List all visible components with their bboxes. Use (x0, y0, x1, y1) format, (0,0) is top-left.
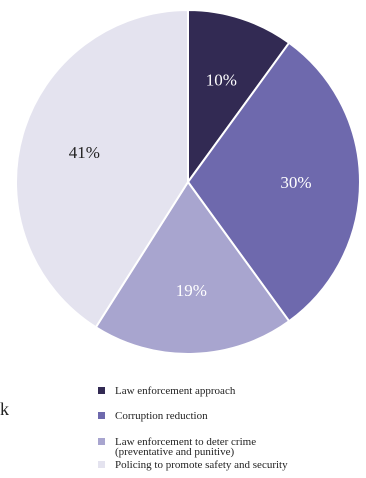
legend-item: Law enforcement to deter crime (preventa… (98, 436, 257, 458)
pie-slice-label: 30% (280, 173, 311, 192)
legend-item: Policing to promote safety and security (98, 459, 288, 471)
pie-slice (186, 41, 361, 323)
pie-slice-label: 41% (69, 143, 100, 162)
pie-slice (15, 8, 189, 329)
pie-slice-label: 19% (176, 281, 207, 300)
pie-slice-label: 10% (206, 70, 237, 89)
legend-swatch (98, 412, 105, 419)
legend-label: Policing to promote safety and security (115, 459, 288, 471)
cropped-edge-text: k (0, 399, 9, 419)
pie-slices (15, 8, 361, 355)
legend-swatch (98, 387, 105, 394)
legend-item: Corruption reduction (98, 410, 208, 422)
legend-swatch (98, 438, 105, 445)
legend-label: Law enforcement to deter crime (preventa… (115, 436, 257, 458)
pie-slice (94, 180, 291, 355)
legend-label: Law enforcement approach (115, 385, 236, 397)
legend-swatch (98, 461, 105, 468)
pie-slice-labels: 10% 30% 19% 41% (69, 70, 312, 300)
pie-slice (187, 8, 291, 186)
legend-label: Corruption reduction (115, 410, 208, 422)
legend-item: Law enforcement approach (98, 385, 236, 397)
